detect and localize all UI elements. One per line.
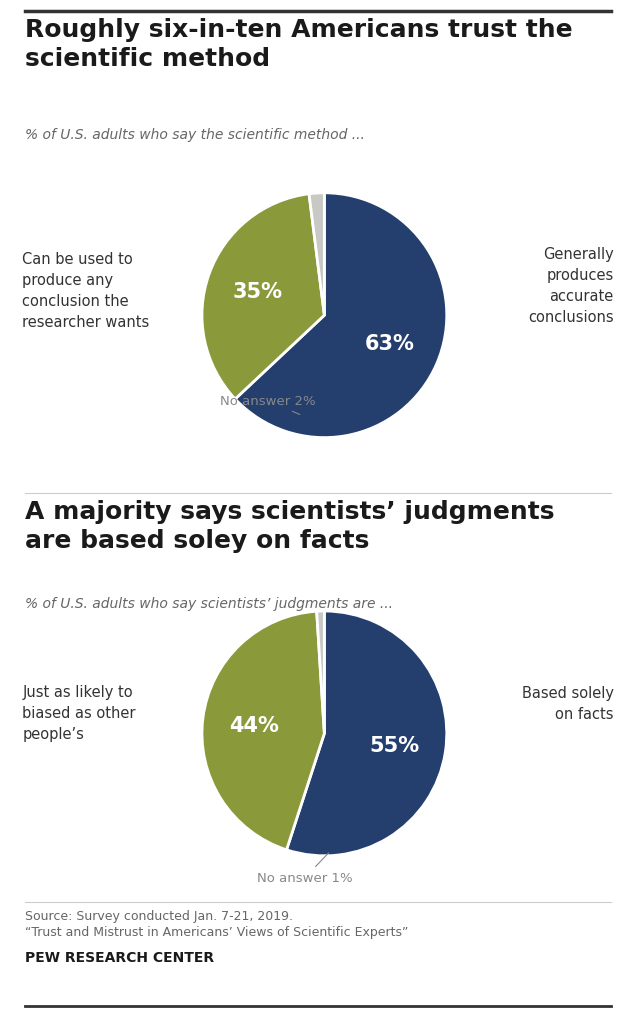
Wedge shape: [202, 611, 324, 850]
Wedge shape: [202, 195, 324, 399]
Text: Generally
produces
accurate
conclusions: Generally produces accurate conclusions: [528, 247, 614, 324]
Wedge shape: [235, 194, 446, 438]
Text: A majority says scientists’ judgments
are based soley on facts: A majority says scientists’ judgments ar…: [25, 499, 555, 552]
Wedge shape: [317, 611, 324, 734]
Text: % of U.S. adults who say the scientific method ...: % of U.S. adults who say the scientific …: [25, 127, 365, 142]
Text: Based solely
on facts: Based solely on facts: [522, 685, 614, 721]
Text: Just as likely to
biased as other
people’s: Just as likely to biased as other people…: [22, 685, 135, 742]
Text: 63%: 63%: [364, 334, 415, 354]
Text: No answer 1%: No answer 1%: [257, 853, 353, 884]
Text: Can be used to
produce any
conclusion the
researcher wants: Can be used to produce any conclusion th…: [22, 252, 149, 329]
Text: 55%: 55%: [370, 735, 420, 755]
Text: % of U.S. adults who say scientists’ judgments are ...: % of U.S. adults who say scientists’ jud…: [25, 596, 394, 610]
Text: Roughly six-in-ten Americans trust the
scientific method: Roughly six-in-ten Americans trust the s…: [25, 18, 573, 71]
Text: “Trust and Mistrust in Americans’ Views of Scientific Experts”: “Trust and Mistrust in Americans’ Views …: [25, 925, 409, 938]
Text: 44%: 44%: [229, 714, 279, 735]
Wedge shape: [287, 611, 446, 856]
Text: Source: Survey conducted Jan. 7-21, 2019.: Source: Survey conducted Jan. 7-21, 2019…: [25, 909, 293, 922]
Text: No answer 2%: No answer 2%: [220, 395, 316, 415]
Wedge shape: [309, 194, 324, 316]
Text: PEW RESEARCH CENTER: PEW RESEARCH CENTER: [25, 950, 214, 964]
Text: 35%: 35%: [233, 282, 282, 302]
